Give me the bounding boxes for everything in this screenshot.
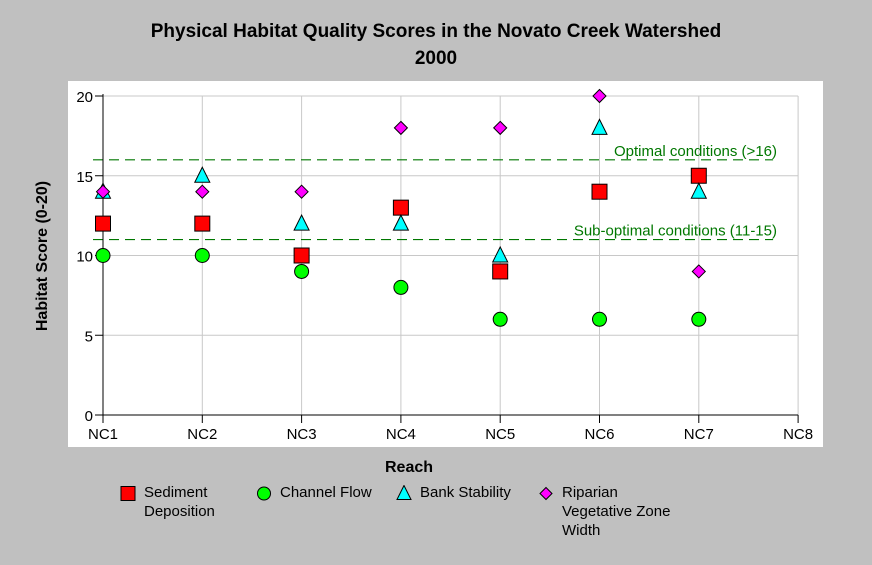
- y-tick-label: 20: [76, 89, 93, 106]
- triangle-data-point-3: [690, 182, 708, 199]
- triangle-data-point-3: [392, 213, 410, 231]
- diamond-data-point-4: [294, 184, 309, 199]
- circle-data-point-2: [691, 311, 707, 327]
- legend-item: Channel Flow: [256, 483, 372, 502]
- square-data-point-1: [194, 215, 211, 232]
- legend-marker-diamond: [539, 486, 553, 501]
- triangle-data-point-3: [293, 213, 310, 231]
- diamond-data-point-4: [691, 264, 707, 279]
- legend-symbol: [539, 486, 553, 501]
- chart-subtitle: 2000: [414, 48, 458, 69]
- square-data-point-1: [690, 167, 707, 184]
- square-data-point-1: [95, 215, 111, 232]
- y-tick-label: 5: [85, 328, 93, 345]
- y-tick-label: 10: [76, 249, 93, 266]
- plot-background: [68, 81, 823, 447]
- triangle-data-point-3: [591, 118, 608, 135]
- diamond-data-point-4: [195, 184, 210, 199]
- y-tick-label: 15: [76, 169, 93, 186]
- triangle-data-point-3: [193, 166, 211, 183]
- square-data-point-1: [492, 263, 509, 280]
- circle-data-point-2: [393, 279, 409, 295]
- x-tick-label: NC6: [584, 426, 614, 443]
- legend-label: Channel Flow: [280, 484, 372, 501]
- chart-title: Physical Habitat Quality Scores in the N…: [150, 21, 722, 42]
- x-tick-label: NC4: [386, 426, 416, 443]
- legend-label: Bank Stability: [420, 484, 511, 501]
- reference-line-label: Sub-optimal conditions (11-15): [574, 223, 777, 240]
- x-tick-label: NC7: [684, 426, 714, 443]
- legend-label: Sediment Deposition: [144, 484, 215, 520]
- reference-line-label: Optimal conditions (>16): [614, 143, 777, 160]
- circle-data-point-2: [294, 263, 310, 279]
- legend-item: Riparian Vegetative Zone Width: [538, 483, 670, 540]
- x-tick-label: NC2: [187, 426, 217, 443]
- circle-data-point-2: [492, 311, 508, 327]
- x-tick-label: NC8: [783, 426, 813, 443]
- square-data-point-1: [293, 247, 310, 264]
- legend-symbol: [257, 486, 271, 501]
- square-data-point-1: [392, 199, 409, 216]
- diamond-data-point-4: [492, 120, 508, 136]
- legend-item: Bank Stability: [396, 483, 511, 502]
- y-tick-label: 0: [85, 408, 93, 425]
- legend-symbol: [396, 485, 412, 500]
- legend-label: Riparian Vegetative Zone Width: [562, 484, 671, 539]
- x-tick-label: NC3: [287, 426, 317, 443]
- legend-marker-circle: [257, 486, 271, 501]
- diamond-data-point-4: [95, 184, 111, 199]
- legend-item: Sediment Deposition: [120, 483, 215, 521]
- circle-data-point-2: [194, 248, 210, 263]
- x-tick-label: NC5: [485, 426, 515, 443]
- diamond-data-point-4: [592, 88, 607, 104]
- diamond-data-point-4: [393, 120, 409, 136]
- x-tick-label: NC1: [88, 426, 118, 443]
- circle-data-point-2: [95, 248, 111, 263]
- x-axis-label: Reach: [385, 459, 433, 476]
- circle-data-point-2: [592, 311, 607, 327]
- square-data-point-1: [591, 183, 608, 200]
- y-axis-label: Habitat Score (0-20): [34, 181, 51, 331]
- legend-marker-square: [120, 486, 136, 501]
- triangle-data-point-3: [491, 245, 509, 263]
- legend-symbol: [120, 486, 136, 501]
- legend-marker-triangle: [396, 485, 412, 500]
